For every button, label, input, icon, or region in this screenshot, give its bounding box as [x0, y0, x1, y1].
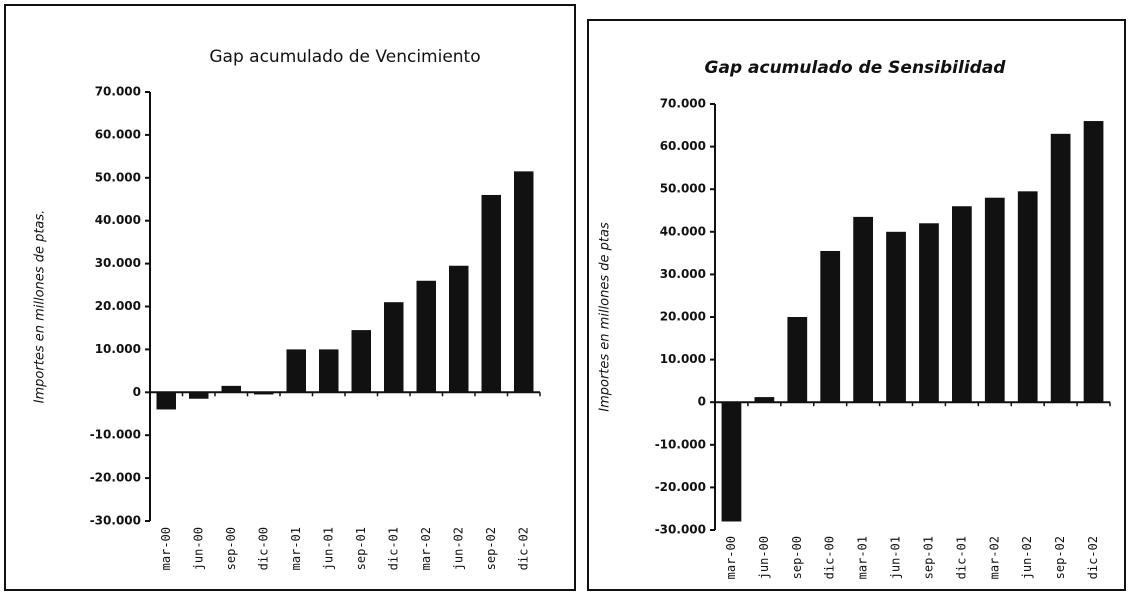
y-tick-label: 0 [133, 385, 141, 399]
y-tick-label: 70.000 [95, 85, 141, 99]
bar [189, 392, 209, 399]
x-tick-label: dic-01 [954, 536, 968, 579]
y-tick-label: -10.000 [90, 428, 141, 442]
y-tick-label: 10.000 [660, 352, 706, 366]
bar [919, 223, 939, 403]
bar [1083, 121, 1104, 403]
x-tick-label: dic-00 [256, 527, 270, 570]
x-tick-label: sep-02 [1053, 536, 1067, 579]
bar [254, 392, 274, 395]
x-tick-label: jun-02 [451, 527, 465, 570]
y-tick-label: -30.000 [90, 514, 141, 528]
x-tick-label: sep-01 [354, 527, 368, 570]
bar [721, 402, 742, 522]
bar [156, 392, 176, 410]
bar [351, 330, 371, 393]
bar [853, 216, 873, 403]
bar [754, 397, 775, 403]
bar [481, 194, 501, 393]
x-tick-label: jun-01 [889, 536, 903, 579]
y-tick-label: -20.000 [655, 480, 706, 494]
x-tick-label: jun-01 [321, 527, 335, 570]
x-tick-label: sep-01 [921, 536, 935, 579]
bar [449, 265, 469, 393]
y-tick-label: 20.000 [660, 310, 706, 324]
y-tick-label: 70.000 [660, 97, 706, 111]
x-tick-label: mar-00 [159, 527, 173, 570]
x-tick-label: jun-02 [1020, 536, 1034, 579]
y-tick-label: 30.000 [95, 256, 141, 270]
x-tick-label: dic-02 [1086, 536, 1100, 579]
y-tick-label: -10.000 [655, 437, 706, 451]
x-tick-label: sep-00 [790, 536, 804, 579]
bar [952, 206, 972, 403]
y-tick-label: 20.000 [95, 299, 141, 313]
bar [820, 250, 841, 403]
y-tick-label: 50.000 [660, 182, 706, 196]
y-tick-label: 60.000 [660, 139, 706, 153]
y-tick-label: 40.000 [660, 224, 706, 238]
y-tick-label: 0 [698, 395, 706, 409]
bar [416, 280, 436, 393]
panel-frame [4, 4, 576, 591]
y-axis-label: Importes en millones de ptas. [33, 210, 48, 404]
y-tick-label: 10.000 [95, 342, 141, 356]
y-tick-label: 60.000 [95, 127, 141, 141]
x-tick-label: dic-00 [823, 536, 837, 579]
x-tick-label: sep-02 [484, 527, 498, 570]
bar [886, 231, 906, 403]
y-tick-label: 30.000 [660, 267, 706, 281]
x-tick-label: mar-01 [856, 536, 870, 579]
y-tick-label: -20.000 [90, 471, 141, 485]
y-tick-label: 40.000 [95, 213, 141, 227]
y-tick-label: 50.000 [95, 170, 141, 184]
bar [787, 317, 808, 403]
x-tick-label: mar-01 [289, 527, 303, 570]
x-tick-label: jun-00 [191, 527, 205, 570]
bar [514, 171, 534, 393]
x-tick-label: sep-00 [224, 527, 238, 570]
bar [984, 197, 1005, 403]
bar [319, 349, 339, 393]
x-tick-label: dic-02 [516, 527, 530, 570]
bar [286, 349, 306, 393]
x-tick-label: mar-00 [724, 536, 738, 579]
bar [1050, 133, 1071, 403]
chart-title: Gap acumulado de Sensibilidad [705, 58, 1007, 78]
chart-title: Gap acumulado de Vencimiento [209, 47, 480, 67]
bar [1017, 191, 1038, 403]
x-tick-label: dic-01 [386, 527, 400, 570]
panel-frame [587, 19, 1126, 591]
x-tick-label: mar-02 [419, 527, 433, 570]
y-tick-label: -30.000 [655, 523, 706, 537]
x-tick-label: jun-00 [757, 536, 771, 579]
bar [221, 385, 241, 393]
y-axis-label: Importes en millones de ptas [598, 222, 613, 412]
bar [384, 302, 404, 393]
x-tick-label: mar-02 [987, 536, 1001, 579]
